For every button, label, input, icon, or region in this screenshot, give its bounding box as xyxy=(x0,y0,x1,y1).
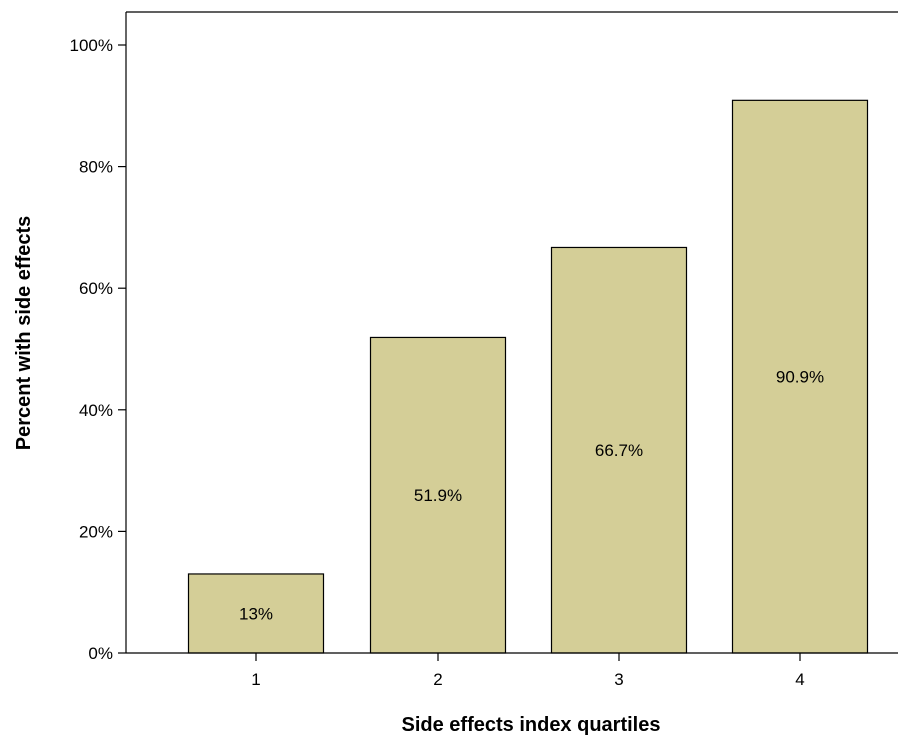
y-ticks-group: 0% 20% 40% 60% 80% 100% xyxy=(70,36,126,663)
x-tick-label: 1 xyxy=(251,670,260,689)
data-label-4: 90.9% xyxy=(776,368,824,387)
x-ticks-group: 1 2 3 4 xyxy=(251,653,804,689)
data-label-1: 13% xyxy=(239,604,273,623)
y-tick-label: 20% xyxy=(79,522,113,541)
y-tick-label: 100% xyxy=(70,36,113,55)
data-label-3: 66.7% xyxy=(595,441,643,460)
bars-group xyxy=(189,100,868,653)
y-tick-label: 60% xyxy=(79,279,113,298)
y-tick-label: 80% xyxy=(79,158,113,177)
x-tick-label: 2 xyxy=(433,670,442,689)
y-tick-label: 40% xyxy=(79,401,113,420)
x-axis-title: Side effects index quartiles xyxy=(402,714,661,736)
y-axis-title: Percent with side effects xyxy=(13,216,35,451)
x-tick-label: 4 xyxy=(795,670,804,689)
y-tick-label: 0% xyxy=(88,644,113,663)
x-tick-label: 3 xyxy=(614,670,623,689)
data-label-2: 51.9% xyxy=(414,486,462,505)
